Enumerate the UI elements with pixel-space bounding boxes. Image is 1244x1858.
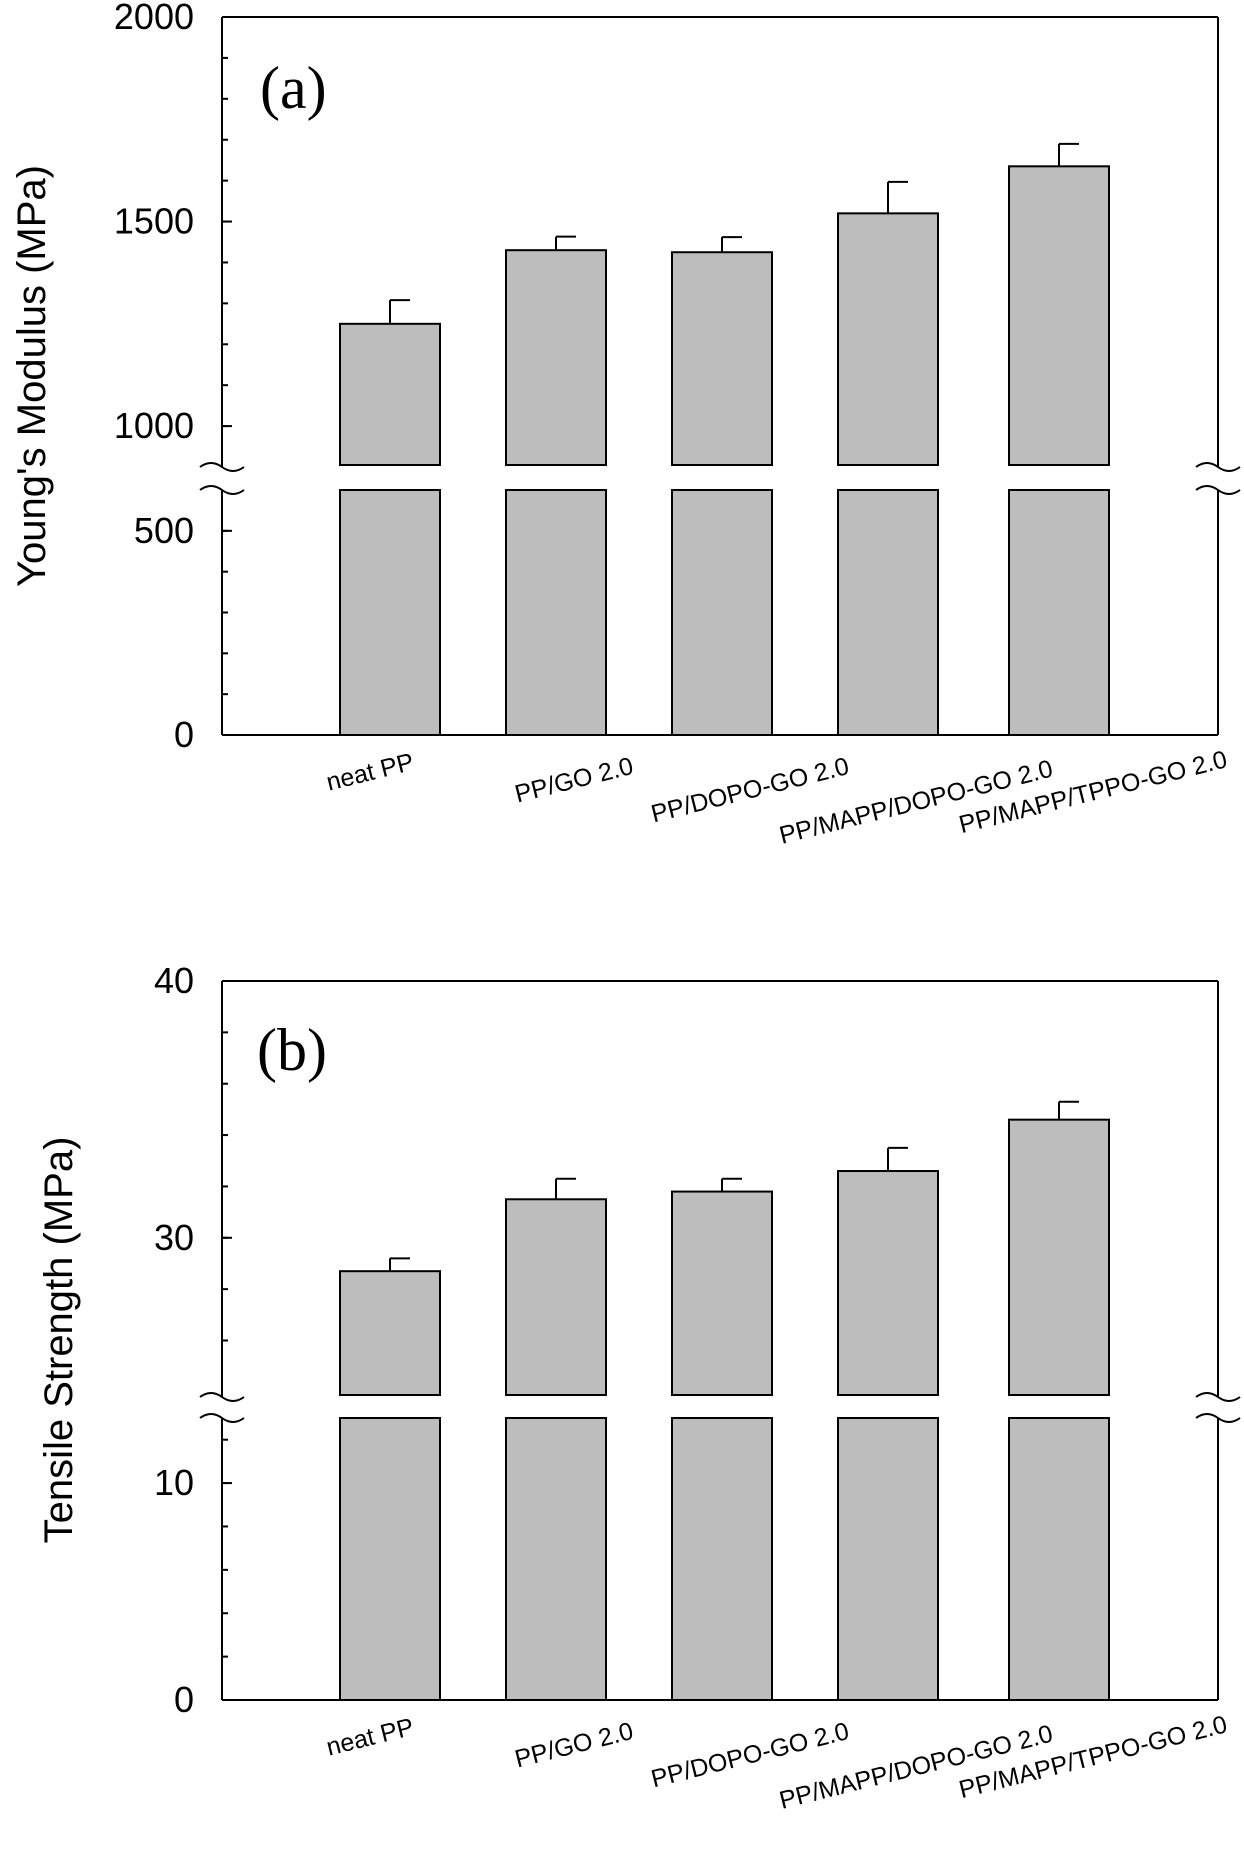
bar-upper-segment [505, 1198, 607, 1396]
y-tick-label: 30 [154, 1217, 194, 1258]
panel-label: (b) [257, 1017, 327, 1083]
axis-break-left [199, 462, 245, 495]
axis-break-left [199, 1392, 245, 1423]
bar-upper-segment [1008, 165, 1110, 466]
bar-lower-segment [671, 1417, 773, 1701]
bar-upper-segment [505, 249, 607, 466]
bar-lower-segment [837, 1417, 939, 1701]
y-tick-label: 2000 [114, 0, 194, 37]
panel-label: (a) [260, 55, 327, 121]
bar-lower-segment [837, 489, 939, 736]
category-label: neat PP [324, 1713, 417, 1762]
y-tick-label: 1500 [114, 201, 194, 242]
bar-lower-segment [339, 1417, 441, 1701]
category-label: PP/GO 2.0 [512, 752, 636, 808]
y-tick-label: 500 [134, 510, 194, 551]
bar-lower-segment [671, 489, 773, 736]
bar-upper-segment [671, 1190, 773, 1396]
axis-break-right [1195, 462, 1241, 495]
y-tick-label: 0 [174, 1679, 194, 1720]
bar-lower-segment [1008, 1417, 1110, 1701]
y-tick-label: 1000 [114, 405, 194, 446]
axis-break-right [1195, 1392, 1241, 1423]
bar-upper-segment [837, 1170, 939, 1396]
y-tick-label: 10 [154, 1462, 194, 1503]
y-tick-label: 0 [174, 714, 194, 755]
y-tick-label: 40 [154, 960, 194, 1001]
bar-upper-segment [339, 322, 441, 466]
y-axis-title: Young's Modulus (MPa) [10, 165, 54, 587]
bar-lower-segment [505, 489, 607, 736]
y-axis-title: Tensile Strength (MPa) [37, 1137, 81, 1544]
bar-upper-segment [671, 251, 773, 466]
bar-lower-segment [1008, 489, 1110, 736]
bar-upper-segment [1008, 1118, 1110, 1396]
category-label: neat PP [324, 748, 417, 797]
bar-upper-segment [837, 212, 939, 466]
bar-lower-segment [505, 1417, 607, 1701]
bar-upper-segment [339, 1270, 441, 1397]
category-label: PP/GO 2.0 [512, 1717, 636, 1773]
bar-lower-segment [339, 489, 441, 736]
